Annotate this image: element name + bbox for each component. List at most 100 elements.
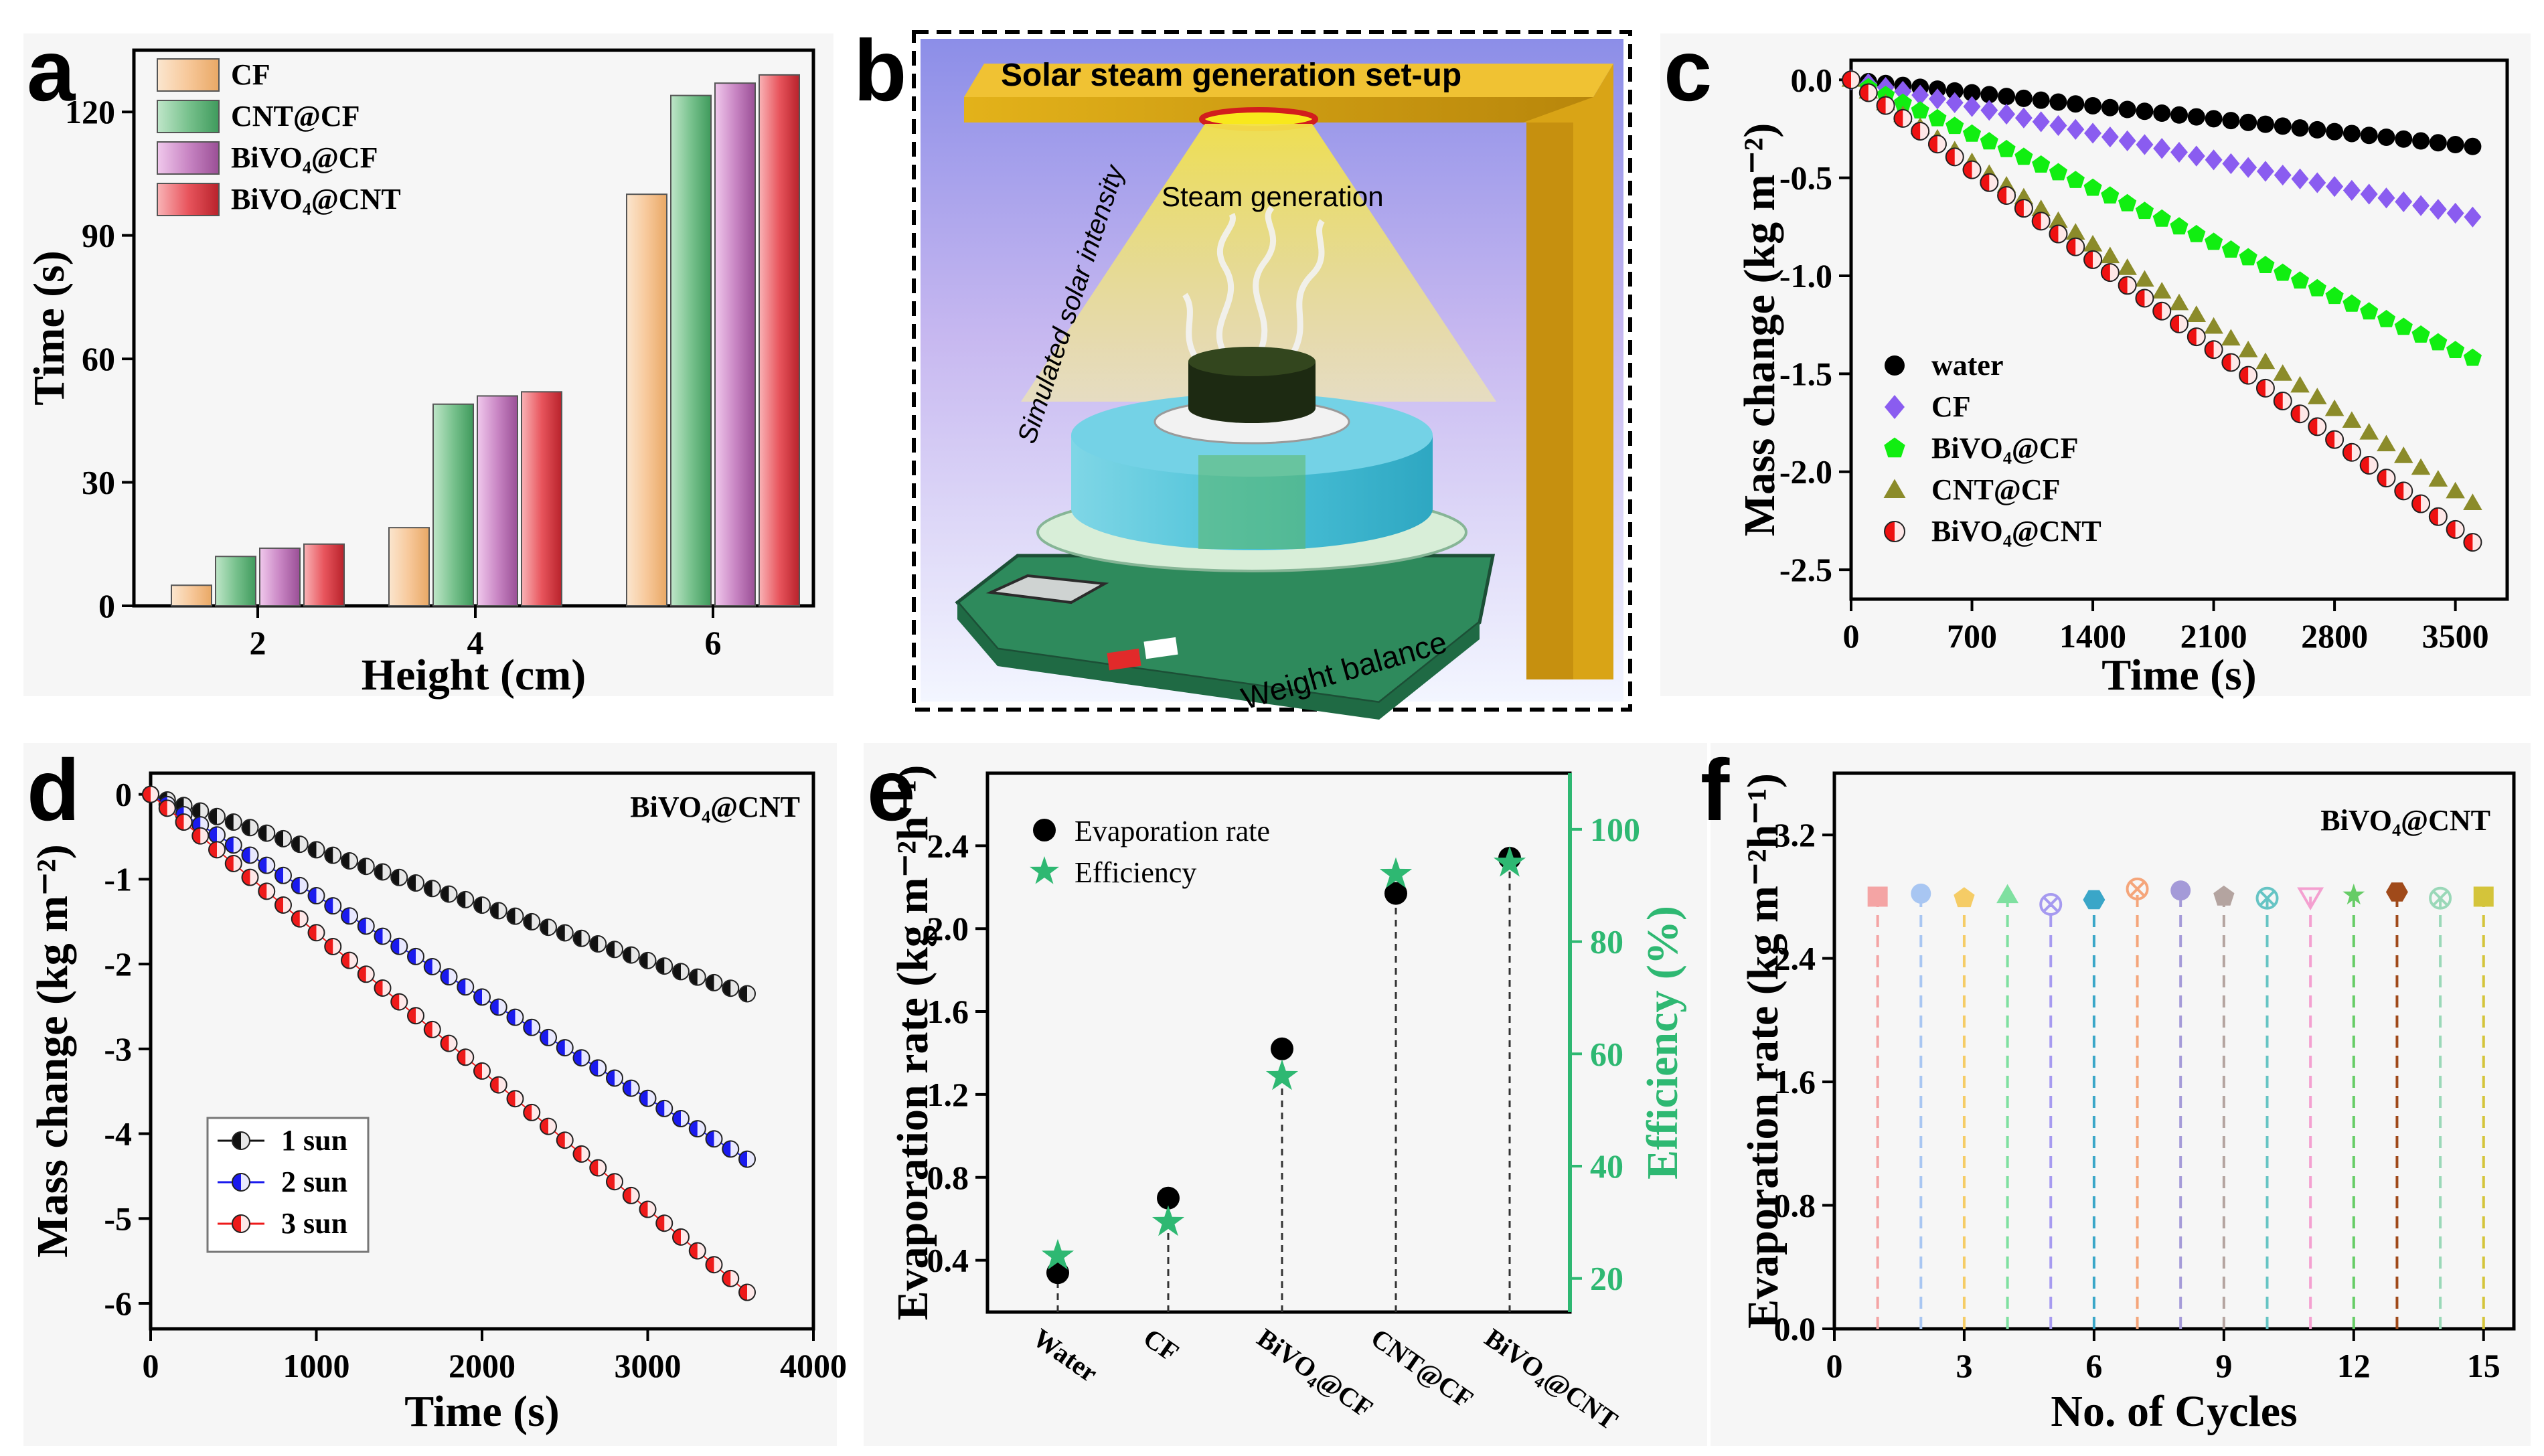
panel-c-point-cnt-cf xyxy=(2187,305,2207,322)
panel-d-point-1-sun-half xyxy=(233,814,242,831)
panel-d-point-1-sun-outline xyxy=(738,985,756,1003)
panel-a-bar-bivo4-cf xyxy=(714,82,756,607)
panel-c-point-bivo4-cnt-outline xyxy=(2325,430,2344,449)
panel-c-point-bivo4-cnt-half xyxy=(2282,392,2292,410)
steam-wisps xyxy=(1182,205,1325,363)
panel-d-point-2-sun-half xyxy=(250,847,258,864)
panel-c-point-water xyxy=(2101,98,2119,116)
panel-d-point-2-sun-outline xyxy=(291,876,309,894)
panel-e-y2tick-label: 100 xyxy=(1590,811,1640,848)
panel-c-point-cf xyxy=(2395,191,2413,213)
panel-c-point-bivo4-cnt-outline xyxy=(1997,185,2016,205)
panel-c-point-bivo4-cnt-outline xyxy=(2049,224,2068,244)
panel-c-point-bivo4-cnt-half xyxy=(1903,109,1912,127)
panel-c-ytick-label: -2.5 xyxy=(1779,551,1832,588)
panel-c-point-bivo4-cf xyxy=(2135,201,2154,220)
panel-d-point-2-sun-outline xyxy=(622,1079,640,1097)
panel-a-bar-bivo4-cf xyxy=(477,395,518,606)
panel-d-legend-label: 2 sun xyxy=(281,1165,347,1198)
balance-button-white xyxy=(1143,637,1178,659)
panel-d-point-2-sun-half xyxy=(564,1040,573,1056)
panel-d-point-3-sun-half xyxy=(482,1062,490,1079)
panel-a-legend-label: CNT@CF xyxy=(231,100,360,133)
panel-e-ytick-label: 1.6 xyxy=(927,993,969,1030)
panel-f-xtick-label: 6 xyxy=(2085,1347,2102,1384)
panel-c-point-cnt-cf xyxy=(2393,447,2413,463)
panel-d-point-3-sun-outline xyxy=(606,1173,623,1191)
panel-c-legend-label: BiVO₄@CF xyxy=(1931,432,2078,465)
panel-d-point-3-sun-half xyxy=(449,1035,457,1052)
panel-d-point-1-sun-half xyxy=(714,974,722,991)
panel-b-schematic: b Solar steam generation set-up Steam ge… xyxy=(854,21,1632,720)
panel-c-point-cnt-cf xyxy=(2014,187,2034,205)
panel-d-point-1-sun-outline xyxy=(572,929,590,947)
panel-d-point-3-sun-outline xyxy=(324,937,342,955)
panel-d-point-3-sun-outline xyxy=(407,1007,424,1025)
panel-c-point-cf xyxy=(2153,138,2171,159)
panel-d-point-3-sun-half xyxy=(714,1257,722,1273)
panel-a-xtick-label: 4 xyxy=(467,624,484,661)
balance-display xyxy=(985,574,1109,604)
panel-c-point-bivo4-cnt-half xyxy=(2317,418,2326,436)
panel-d-point-1-sun-outline xyxy=(606,941,623,959)
panel-d-point-2-sun-half xyxy=(349,908,357,924)
panel-c-point-water xyxy=(2360,127,2378,145)
panel-e-rate-point xyxy=(1271,1037,1293,1060)
panel-c-point-bivo4-cnt-half xyxy=(2144,289,2154,307)
panel-c-point-bivo4-cnt-half xyxy=(2127,276,2136,295)
panel-d-point-3-sun-half xyxy=(183,814,192,831)
panel-d-legend-marker-outline xyxy=(232,1214,250,1233)
panel-a-bar-bivo4-cnt xyxy=(759,74,800,606)
panel-d-point-2-sun-half xyxy=(664,1100,673,1117)
panel-c-point-cf xyxy=(1945,92,1964,114)
panel-c-point-bivo4-cnt-half xyxy=(2075,238,2085,256)
panel-c-point-bivo4-cf xyxy=(2014,147,2033,165)
panel-c-point-bivo4-cnt-half xyxy=(2006,186,2016,204)
panel-c-point-bivo4-cnt-outline xyxy=(1962,160,1982,179)
panel-a-xlabel: Height (cm) xyxy=(362,651,586,700)
panel-e-efficiency-point xyxy=(1493,845,1526,877)
panel-d-point-1-sun-half xyxy=(449,886,457,902)
panel-c-point-bivo4-cf xyxy=(2170,217,2189,235)
panel-e-rate-point xyxy=(1384,882,1407,905)
panel-c-point-bivo4-cf xyxy=(2290,271,2310,289)
panel-a-ytick-label: 60 xyxy=(82,340,115,378)
panel-c-point-water xyxy=(2014,89,2033,107)
panel-d-annotation: BiVO₄@CNT xyxy=(630,791,800,823)
panel-c-point-bivo4-cnt-outline xyxy=(2308,417,2327,436)
panel-d-point-2-sun-outline xyxy=(655,1099,673,1117)
panel-c-point-cf xyxy=(2360,183,2378,205)
panel-d-point-3-sun-outline xyxy=(705,1256,723,1274)
panel-e-efficiency-point xyxy=(1265,1059,1299,1090)
panel-e-efficiency-point xyxy=(1041,1238,1075,1270)
panel-d-point-2-sun-outline xyxy=(473,988,491,1006)
panel-c-point-cnt-cf xyxy=(2428,470,2448,487)
panel-d-point-2-sun-outline xyxy=(738,1150,756,1168)
panel-d-point-1-sun-outline xyxy=(672,963,690,981)
panel-c-point-bivo4-cnt-half xyxy=(2110,264,2119,282)
panel-d-point-2-sun-outline xyxy=(523,1018,541,1036)
panel-f-point xyxy=(2213,885,2235,906)
panel-d-point-2-sun-outline xyxy=(556,1039,574,1057)
panel-c-point-bivo4-cnt-half xyxy=(2438,507,2447,525)
panel-d-point-3-sun-half xyxy=(250,869,258,886)
panel-c-ytick-label: -2.0 xyxy=(1779,453,1832,491)
panel-d-point-1-sun-half xyxy=(564,924,573,941)
panel-d-point-2-sun-outline xyxy=(224,836,242,854)
panel-d-point-2-sun-half xyxy=(416,948,424,965)
panel-c-point-cf xyxy=(2239,157,2257,178)
panel-d-point-3-sun-half xyxy=(681,1228,689,1245)
panel-d-point-1-sun-outline xyxy=(655,957,673,975)
panel-a-bar-chart: a 0 30 60 90 120 2 4 6 Height (cm) Time (s) CF CNT@… xyxy=(23,21,833,700)
panel-a-ytick-label: 0 xyxy=(98,587,115,625)
panel-a-legend-label: BiVO₄@CNT xyxy=(231,183,401,216)
panel-d-point-2-sun-half xyxy=(316,888,325,904)
panel-d-point-3-sun-outline xyxy=(457,1048,475,1066)
panel-d-point-1-sun-half xyxy=(316,841,325,858)
panel-d-point-1-sun-outline xyxy=(291,835,309,854)
panel-d-point-3-sun-outline xyxy=(556,1131,574,1149)
panel-c-point-water xyxy=(2153,104,2171,123)
stand-pillar xyxy=(1523,64,1613,679)
panel-c-point-water xyxy=(2326,123,2344,141)
